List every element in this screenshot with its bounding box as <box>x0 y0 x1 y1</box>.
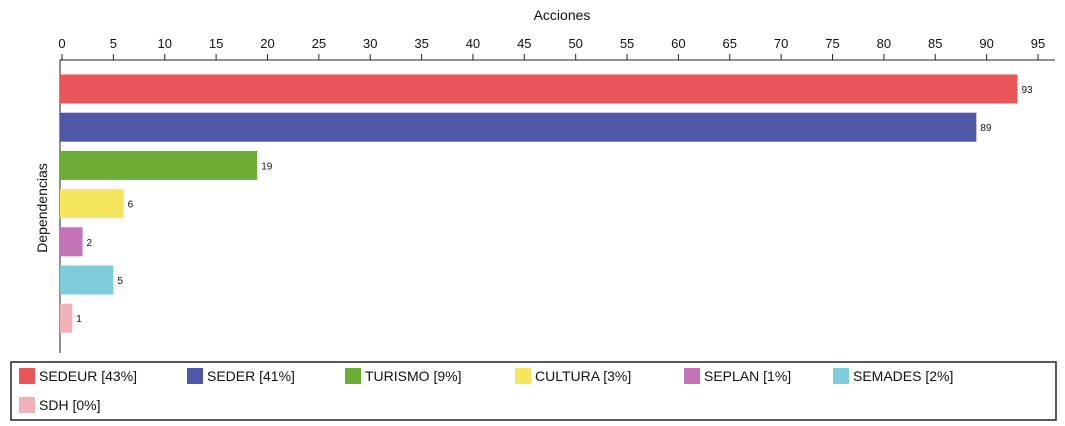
bar-sedeur <box>60 74 1018 104</box>
legend-swatch <box>187 368 203 384</box>
legend-label: TURISMO [9%] <box>365 368 461 384</box>
bar-cultura <box>60 189 124 219</box>
value-labels: 93 89 19 6 2 5 1 <box>76 85 1033 325</box>
x-tick-label: 90 <box>979 36 993 51</box>
x-tick-label: 45 <box>517 36 531 51</box>
legend-swatch <box>515 368 531 384</box>
legend-swatch <box>684 368 700 384</box>
x-axis-ticks: 0 5 10 15 20 25 30 35 40 45 50 55 60 65 70 75 80 85 90 95 <box>58 36 1045 60</box>
bar-turismo <box>60 150 258 180</box>
value-label-cultura: 6 <box>128 200 134 211</box>
legend-label: SEDER [41%] <box>207 368 295 384</box>
legend-label: SDH [0%] <box>39 397 100 413</box>
x-tick-label: 70 <box>774 36 788 51</box>
legend-swatch <box>345 368 361 384</box>
legend-label: CULTURA [3%] <box>535 368 631 384</box>
x-tick-label: 85 <box>928 36 942 51</box>
value-label-sdh: 1 <box>76 314 82 325</box>
x-tick-label: 5 <box>110 36 117 51</box>
x-tick-label: 40 <box>466 36 480 51</box>
x-tick-label: 30 <box>363 36 377 51</box>
y-axis-title: Dependencias <box>34 163 50 253</box>
value-label-turismo: 19 <box>261 161 273 172</box>
bars <box>60 74 1018 333</box>
bar-seder <box>60 112 977 142</box>
x-tick-label: 35 <box>414 36 428 51</box>
x-tick-label: 95 <box>1031 36 1045 51</box>
bar-sdh <box>60 303 73 333</box>
x-tick-label: 20 <box>260 36 274 51</box>
x-tick-label: 0 <box>58 36 65 51</box>
bar-seplan <box>60 227 83 257</box>
value-label-seder: 89 <box>980 123 992 134</box>
legend-label: SEDEUR [43%] <box>39 368 137 384</box>
value-label-seplan: 2 <box>87 238 93 249</box>
legend-swatch <box>19 368 35 384</box>
x-tick-label: 10 <box>158 36 172 51</box>
x-tick-label: 60 <box>671 36 685 51</box>
legend-label: SEPLAN [1%] <box>704 368 791 384</box>
x-tick-label: 65 <box>723 36 737 51</box>
x-tick-label: 55 <box>620 36 634 51</box>
value-label-semades: 5 <box>117 276 123 287</box>
legend-swatch <box>833 368 849 384</box>
x-tick-label: 25 <box>312 36 326 51</box>
bar-semades <box>60 265 114 295</box>
legend-label: SEMADES [2%] <box>853 368 953 384</box>
value-label-sedeur: 93 <box>1021 85 1033 96</box>
x-tick-label: 50 <box>568 36 582 51</box>
x-tick-label: 75 <box>825 36 839 51</box>
x-tick-label: 80 <box>877 36 891 51</box>
legend-box <box>10 361 1057 421</box>
legend-swatch <box>19 397 35 413</box>
legend: SEDEUR [43%] SEDER [41%] TURISMO [9%] CULTU… <box>19 368 953 413</box>
x-axis-title: Acciones <box>534 7 591 23</box>
x-tick-label: 15 <box>209 36 223 51</box>
